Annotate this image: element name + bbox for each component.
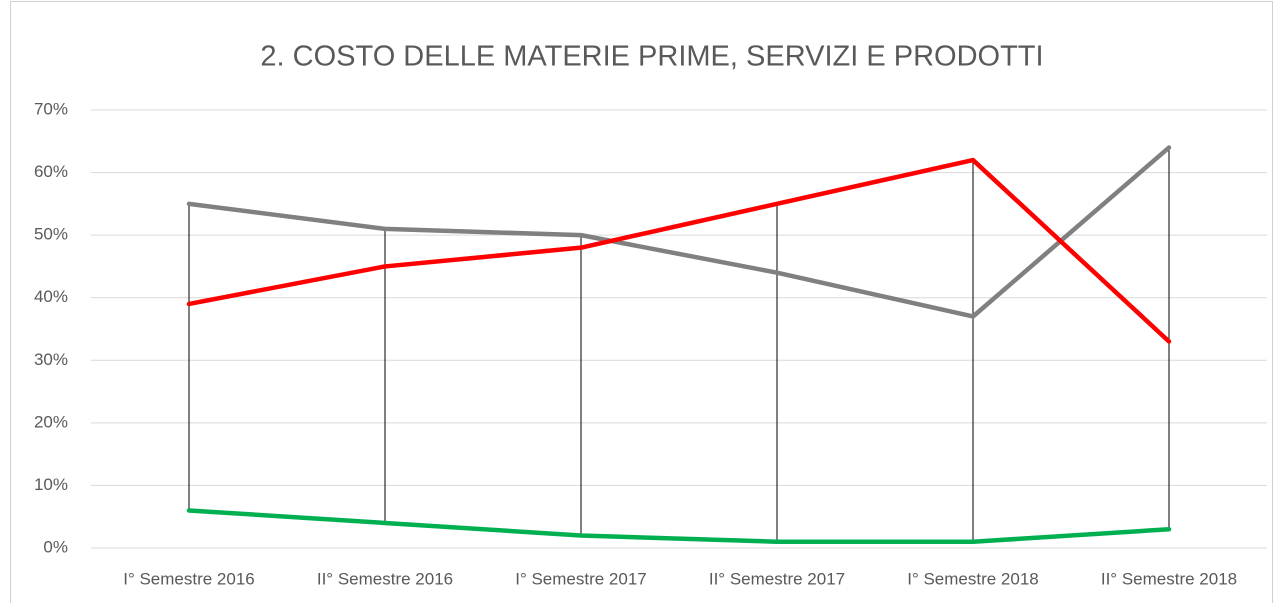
x-tick-label: I° Semestre 2018 [907,569,1039,588]
y-tick-label: 30% [34,350,68,369]
x-tick-label: II° Semestre 2016 [317,569,453,588]
series-line [186,508,1172,544]
y-tick-label: 20% [34,412,68,431]
y-tick-label: 0% [43,537,68,556]
x-tick-label: II° Semestre 2018 [1101,569,1237,588]
y-tick-label: 50% [34,225,68,244]
series-line [186,157,1172,344]
x-tick-label: II° Semestre 2017 [709,569,845,588]
y-tick-label: 10% [34,475,68,494]
chart-frame [10,1,1273,603]
x-tick-label: I° Semestre 2016 [123,569,255,588]
y-tick-label: 40% [34,287,68,306]
series-line [186,145,1172,319]
y-tick-label: 60% [34,162,68,181]
y-tick-label: 70% [34,99,68,118]
chart-title: 2. COSTO DELLE MATERIE PRIME, SERVIZI E … [260,41,1043,73]
x-tick-label: I° Semestre 2017 [515,569,647,588]
